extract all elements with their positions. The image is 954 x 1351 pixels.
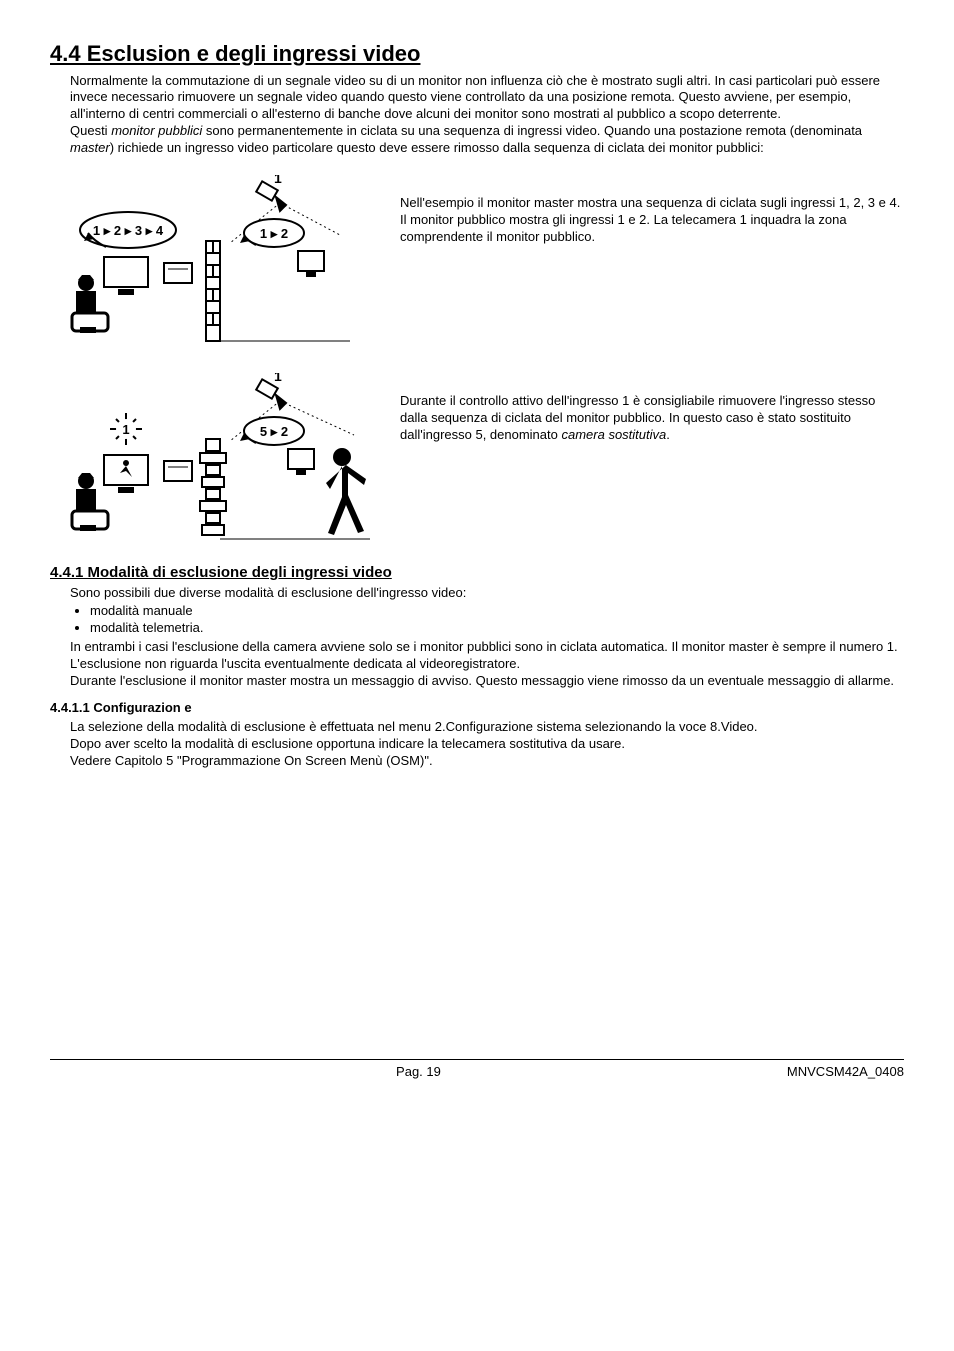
text: sono permanentemente in ciclata su una s… <box>202 123 862 138</box>
subsubsection-heading: 4.4.1.1 Configurazion e <box>50 700 904 717</box>
intro-paragraph-1: Normalmente la commutazione di un segnal… <box>70 73 904 124</box>
sub-paragraph: Durante l'esclusione il monitor master m… <box>70 673 904 690</box>
star-label: 1 <box>122 422 129 437</box>
sequence-right: 5 ▸ 2 <box>260 424 288 439</box>
bullet-list: modalità manuale modalità telemetria. <box>70 603 904 637</box>
subsection-heading: 4.4.1 Modalità di esclusione degli ingre… <box>50 563 904 583</box>
camera-label: 1 <box>274 175 282 186</box>
sub2-paragraph: La selezione della modalità di esclusion… <box>70 719 904 736</box>
sub2-paragraph: Vedere Capitolo 5 "Programmazione On Scr… <box>70 753 904 770</box>
figure-1-row: 1 1 ▸ 2 ▸ 3 ▸ 4 <box>70 175 904 355</box>
sub-paragraph: L'esclusione non riguarda l'uscita event… <box>70 656 904 673</box>
list-item: modalità telemetria. <box>90 620 904 637</box>
footer-page-number: Pag. 19 <box>396 1064 441 1081</box>
figure-1-diagram: 1 1 ▸ 2 ▸ 3 ▸ 4 <box>70 175 370 355</box>
sub2-paragraph: Dopo aver scelto la modalità di esclusio… <box>70 736 904 753</box>
figure-2-diagram: 1 1 <box>70 373 370 553</box>
text: ) richiede un ingresso video particolare… <box>110 140 764 155</box>
figure-1-caption: Nell'esempio il monitor master mostra un… <box>400 175 904 246</box>
italic-term: monitor pubblici <box>111 123 202 138</box>
section-heading: 4.4 Esclusion e degli ingressi video <box>50 40 904 69</box>
sequence-right: 1 ▸ 2 <box>260 226 288 241</box>
list-item: modalità manuale <box>90 603 904 620</box>
footer-doc-id: MNVCSM42A_0408 <box>787 1064 904 1081</box>
figure-2-row: 1 1 <box>70 373 904 553</box>
italic-term: camera sostitutiva <box>561 427 666 442</box>
sequence-left: 1 ▸ 2 ▸ 3 ▸ 4 <box>93 223 164 238</box>
text: . <box>666 427 670 442</box>
page-footer: Pag. 19 MNVCSM42A_0408 <box>50 1059 904 1081</box>
italic-term: master <box>70 140 110 155</box>
sub-intro: Sono possibili due diverse modalità di e… <box>70 585 904 602</box>
camera-label: 1 <box>274 373 282 384</box>
intro-paragraph-2: Questi monitor pubblici sono permanentem… <box>70 123 904 157</box>
sub-paragraph: In entrambi i casi l'esclusione della ca… <box>70 639 904 656</box>
text: Questi <box>70 123 111 138</box>
figure-2-caption: Durante il controllo attivo dell'ingress… <box>400 373 904 444</box>
